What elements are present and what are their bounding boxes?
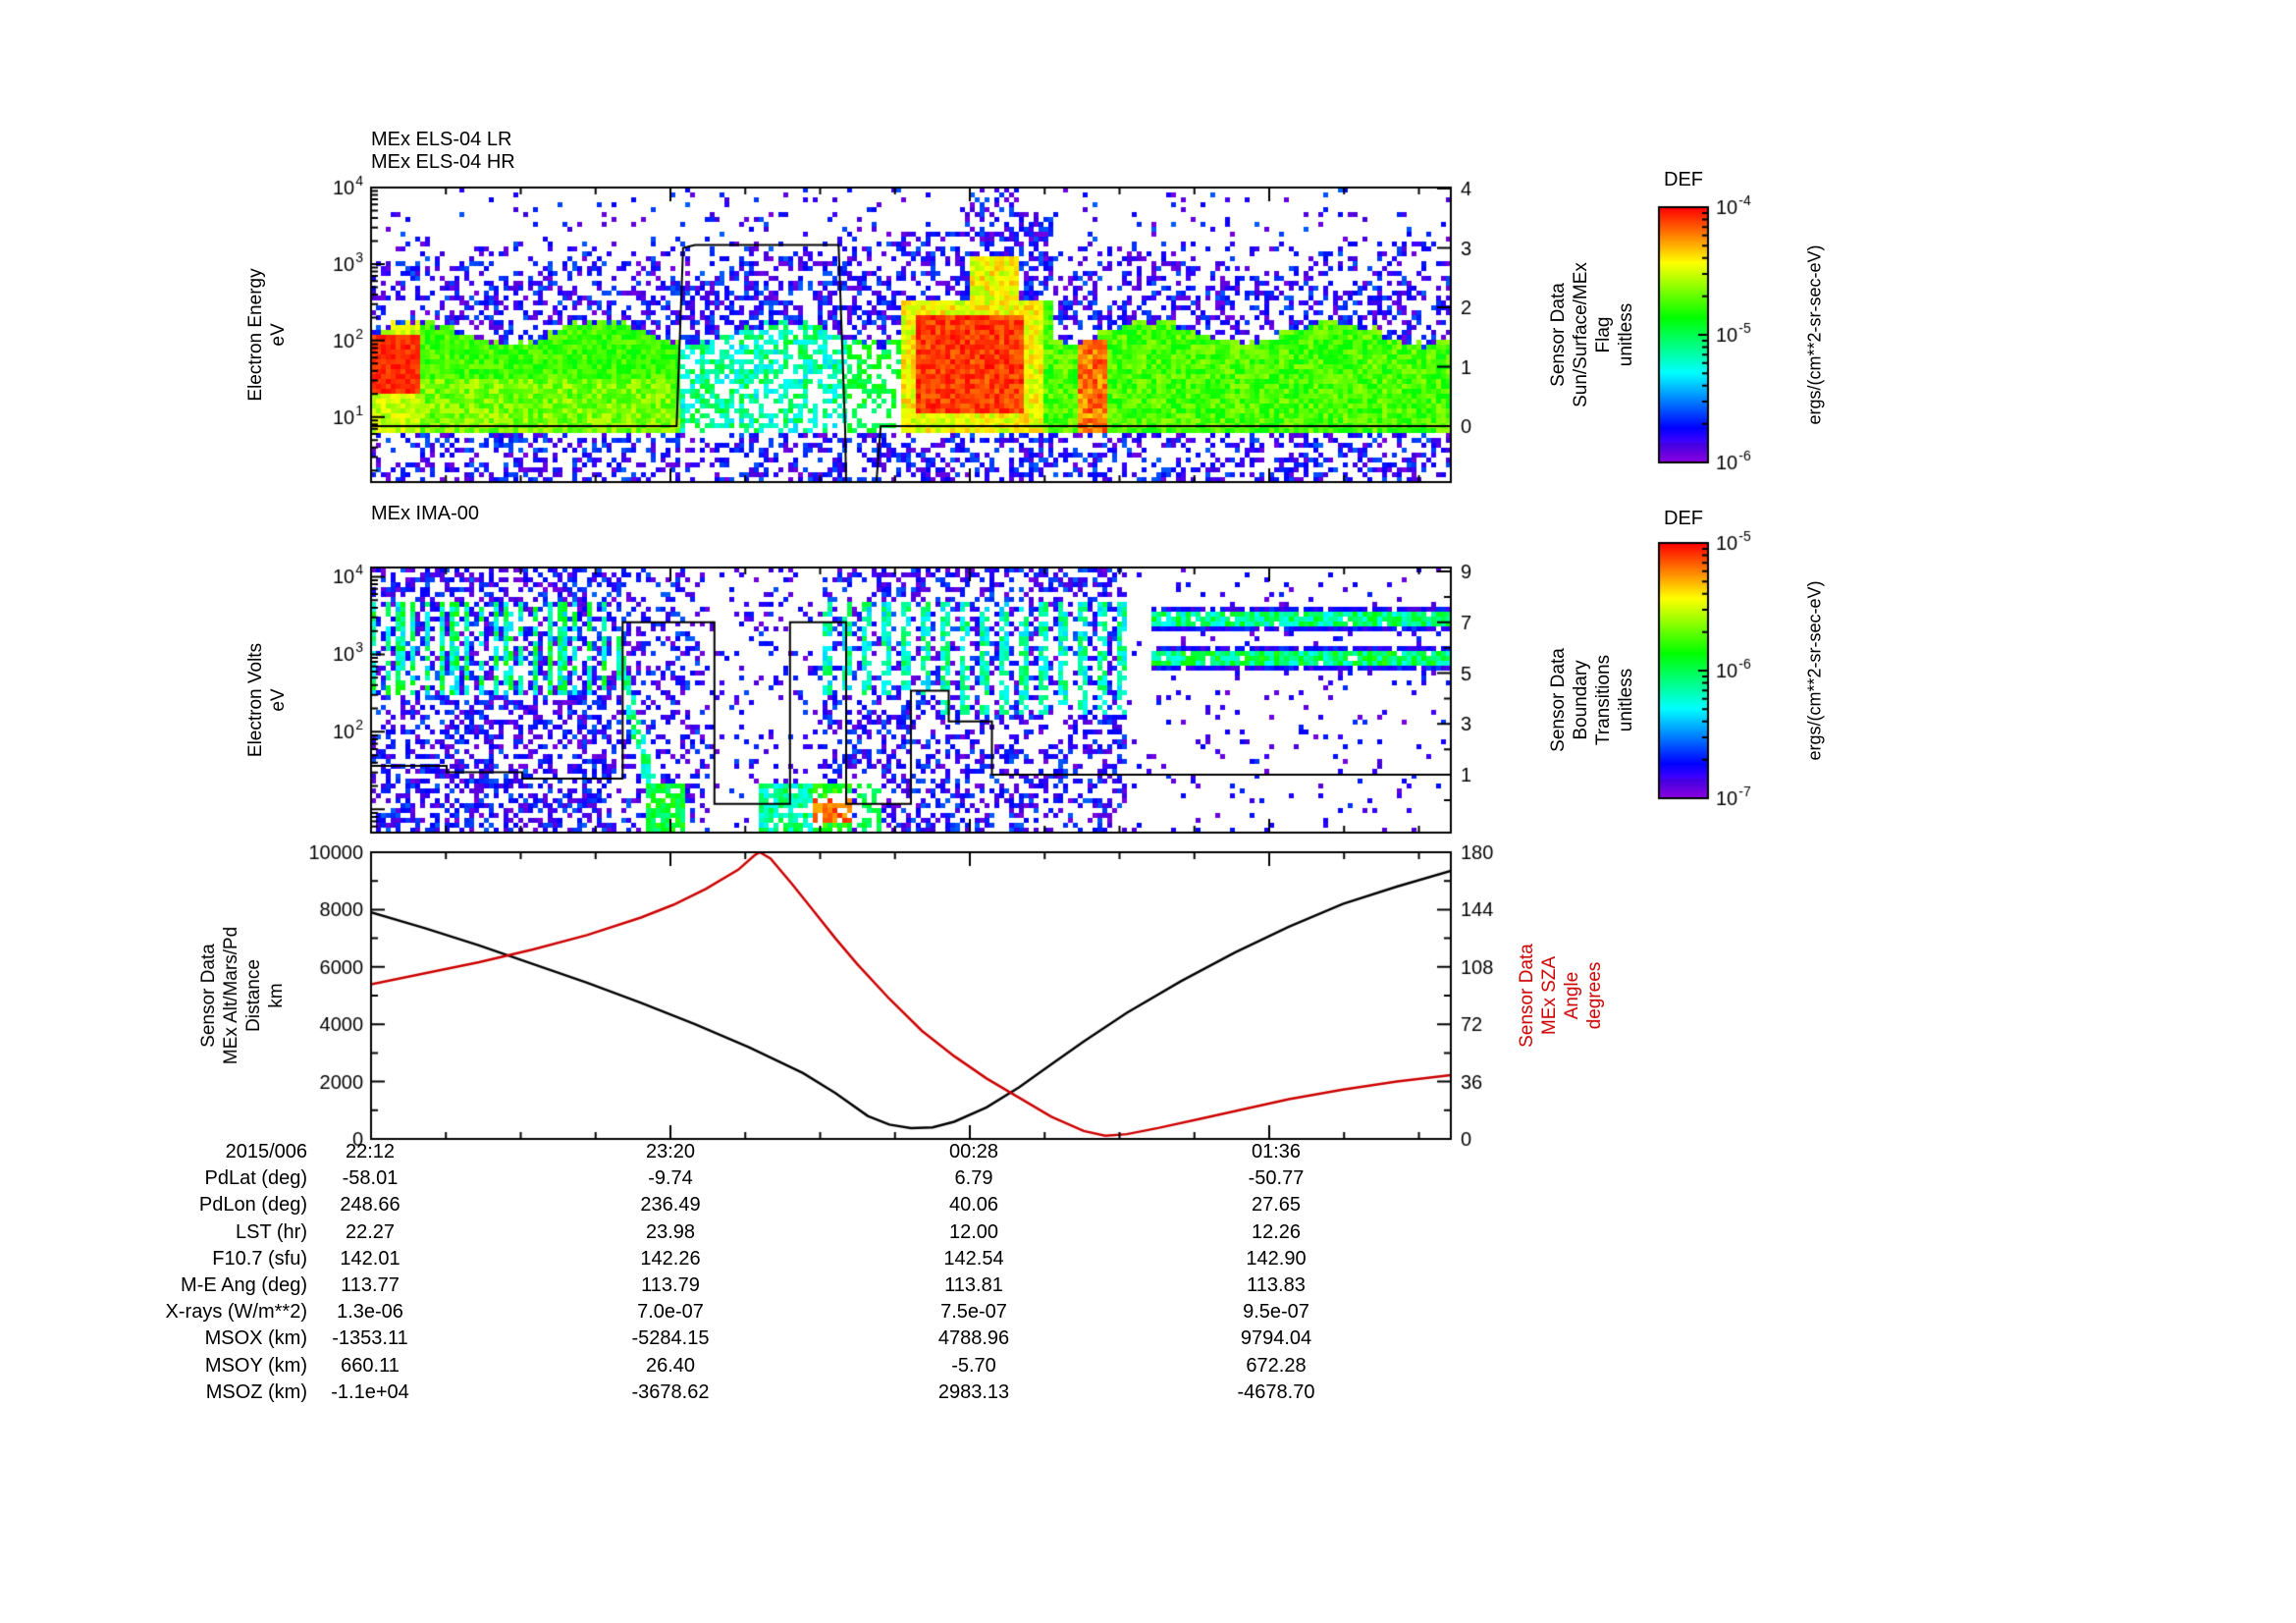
- x-tick-label: 22:12: [345, 1141, 396, 1163]
- table-cell: 7.5e-07: [940, 1301, 1007, 1323]
- table-cell: 113.77: [341, 1274, 400, 1296]
- table-cell: 142.54: [943, 1248, 1004, 1270]
- panel1-title-line2: MEx ELS-04 HR: [371, 151, 515, 173]
- table-cell: -5.70: [951, 1355, 996, 1377]
- table-row-label: LST (hr): [236, 1221, 307, 1243]
- table-cell: 26.40: [645, 1355, 696, 1377]
- table-cell: 142.26: [640, 1248, 701, 1270]
- panel3-right-axis-label: Sensor Data MEx SZA Angle degrees: [1517, 944, 1605, 1048]
- panel2-title: MEx IMA-00: [371, 503, 480, 524]
- table-cell: -5284.15: [631, 1327, 710, 1349]
- table-cell: -58.01: [342, 1167, 399, 1189]
- table-cell: 1.3e-06: [337, 1301, 403, 1323]
- table-cell: -3678.62: [631, 1381, 710, 1403]
- table-cell: 40.06: [948, 1194, 999, 1216]
- table-cell: 142.90: [1246, 1248, 1307, 1270]
- table-cell: 7.0e-07: [637, 1301, 704, 1323]
- panel1-title-line1: MEx ELS-04 LR: [371, 129, 512, 150]
- table-cell: 248.66: [340, 1194, 400, 1216]
- table-cell: -4678.70: [1237, 1381, 1315, 1403]
- x-tick-label: 23:20: [645, 1141, 696, 1163]
- table-cell: 22.27: [345, 1221, 396, 1243]
- table-cell: 236.49: [640, 1194, 701, 1216]
- panel2-y-axis-label: Electron Volts eV: [245, 642, 289, 758]
- table-row-label: 2015/006: [225, 1141, 307, 1163]
- x-tick-label: 01:36: [1251, 1141, 1302, 1163]
- table-cell: -9.74: [648, 1167, 693, 1189]
- colorbar2-units-label: ergs/(cm**2-sr-sec-eV): [1804, 580, 1825, 761]
- table-cell: -1353.11: [332, 1327, 408, 1349]
- x-tick-label: 00:28: [948, 1141, 999, 1163]
- table-row-label: MSOY (km): [204, 1355, 307, 1377]
- table-cell: -50.77: [1248, 1167, 1305, 1189]
- panel1-y-axis-label: Electron Energy eV: [245, 268, 289, 402]
- table-cell: 672.28: [1246, 1355, 1307, 1377]
- table-cell: 9.5e-07: [1243, 1301, 1309, 1323]
- table-cell: 6.79: [954, 1167, 993, 1189]
- table-cell: 4788.96: [937, 1327, 1010, 1349]
- table-cell: 27.65: [1251, 1194, 1302, 1216]
- table-cell: 113.83: [1247, 1274, 1306, 1296]
- table-row-label: M-E Ang (deg): [181, 1274, 307, 1296]
- table-row-label: MSOZ (km): [205, 1381, 307, 1403]
- colorbar1-units-label: ergs/(cm**2-sr-sec-eV): [1804, 244, 1825, 425]
- table-cell: 9794.04: [1240, 1327, 1312, 1349]
- table-row-label: X-rays (W/m**2): [165, 1301, 307, 1323]
- table-cell: 113.79: [641, 1274, 700, 1296]
- table-cell: 12.26: [1251, 1221, 1302, 1243]
- table-row-label: PdLon (deg): [198, 1194, 307, 1216]
- table-cell: 113.81: [944, 1274, 1003, 1296]
- table-row-label: F10.7 (sfu): [212, 1248, 307, 1270]
- table-row-label: PdLat (deg): [204, 1167, 307, 1189]
- table-cell: 142.01: [340, 1248, 400, 1270]
- table-cell: -1.1e+04: [331, 1381, 409, 1403]
- table-cell: 2983.13: [937, 1381, 1010, 1403]
- colorbar2-title: DEF: [1664, 508, 1703, 529]
- table-cell: 660.11: [341, 1355, 400, 1377]
- colorbar1-title: DEF: [1664, 169, 1703, 190]
- table-cell: 23.98: [645, 1221, 696, 1243]
- panel2-right-axis-label: Sensor Data Boundary Transitions unitles…: [1548, 648, 1636, 752]
- table-row-label: MSOX (km): [204, 1327, 307, 1349]
- panel1-right-axis-label: Sensor Data Sun/Surface/MEx Flag unitles…: [1548, 262, 1636, 407]
- panel3-left-axis-label: Sensor Data MEx Alt/Mars/Pd Distance km: [198, 926, 287, 1065]
- table-cell: 12.00: [948, 1221, 999, 1243]
